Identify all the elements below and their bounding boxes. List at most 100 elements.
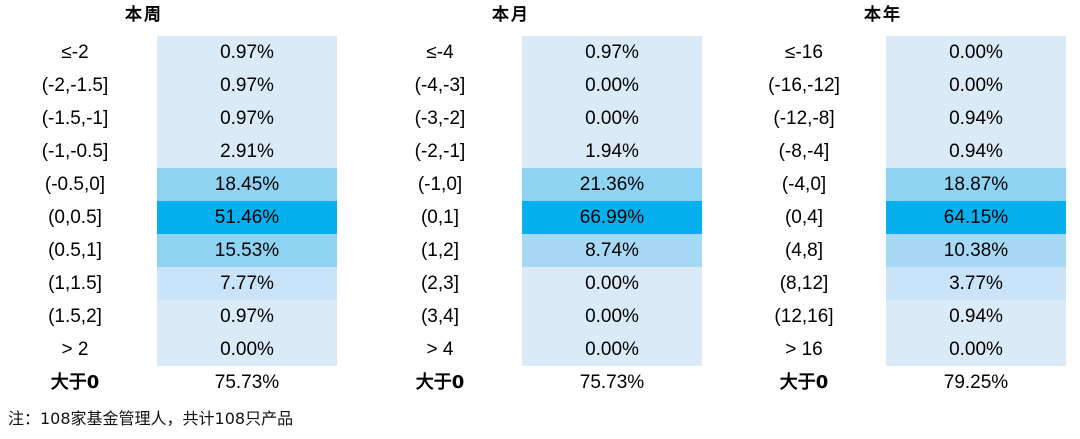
share-value-cell: 18.45% <box>157 168 337 201</box>
table-row: (1,2] 8.74% <box>365 234 725 267</box>
share-value-cell: 2.91% <box>157 135 337 168</box>
range-label: (-12,-8] <box>773 108 835 129</box>
summary-row: 大于0 75.73% <box>0 366 360 399</box>
table-row: (-4,0] 18.87% <box>729 168 1080 201</box>
range-label: (3,4] <box>420 306 460 327</box>
share-value-cell: 3.77% <box>886 267 1066 300</box>
range-label: (-16,-12] <box>768 75 840 96</box>
table-row: (8,12] 3.77% <box>729 267 1080 300</box>
table-row: (0,4] 64.15% <box>729 201 1080 234</box>
range-label: (1,1.5] <box>48 273 102 294</box>
table-row: > 4 0.00% <box>365 333 725 366</box>
range-label: (2,3] <box>420 273 460 294</box>
range-label: ≤-4 <box>426 42 454 63</box>
range-label: > 2 <box>61 339 89 360</box>
table-row: (0.5,1] 15.53% <box>0 234 360 267</box>
summary-row: 大于0 75.73% <box>365 366 725 399</box>
range-label: (-0.5,0] <box>44 174 106 195</box>
range-label: (-4,0] <box>781 174 827 195</box>
range-label: ≤-2 <box>61 42 89 63</box>
share-value-cell: 0.00% <box>522 300 702 333</box>
table-row: (-12,-8] 0.94% <box>729 102 1080 135</box>
summary-value: 75.73% <box>214 372 280 393</box>
share-value-cell: 15.53% <box>157 234 337 267</box>
summary-label: 大于0 <box>779 372 829 393</box>
table-row: > 2 0.00% <box>0 333 360 366</box>
table-row: (-8,-4] 0.94% <box>729 135 1080 168</box>
table-row: (-0.5,0] 18.45% <box>0 168 360 201</box>
table-row: (4,8] 10.38% <box>729 234 1080 267</box>
share-value-cell: 0.00% <box>886 36 1066 69</box>
range-label: > 16 <box>785 339 823 360</box>
share-value-cell: 51.46% <box>157 201 337 234</box>
share-value-cell: 0.97% <box>157 102 337 135</box>
table-row: (12,16] 0.94% <box>729 300 1080 333</box>
table-row: ≤-4 0.97% <box>365 36 725 69</box>
panel-title: 本年 <box>864 5 902 25</box>
range-label: (-2,-1.5] <box>41 75 109 96</box>
range-label: (4,8] <box>784 240 824 261</box>
panel-title: 本月 <box>492 5 530 25</box>
share-value-cell: 8.74% <box>522 234 702 267</box>
summary-label: 大于0 <box>50 372 100 393</box>
summary-label: 大于0 <box>415 372 465 393</box>
range-label: (1,2] <box>420 240 460 261</box>
share-value-cell: 0.00% <box>522 267 702 300</box>
table-row: (0,1] 66.99% <box>365 201 725 234</box>
range-label: > 4 <box>426 339 454 360</box>
range-label: (12,16] <box>774 306 834 327</box>
share-value-cell: 0.97% <box>157 69 337 102</box>
range-label: (-1,0] <box>417 174 463 195</box>
share-value-cell: 0.97% <box>522 36 702 69</box>
share-value-cell: 0.94% <box>886 102 1066 135</box>
table-row: ≤-16 0.00% <box>729 36 1080 69</box>
summary-value: 79.25% <box>943 372 1009 393</box>
footnote: 注：108家基金管理人，共计108只产品 <box>8 409 294 428</box>
summary-row: 大于0 79.25% <box>729 366 1080 399</box>
range-label: (0,0.5] <box>48 207 102 228</box>
panel-title: 本周 <box>125 5 163 25</box>
table-row: (1.5,2] 0.97% <box>0 300 360 333</box>
range-label: ≤-16 <box>785 42 823 63</box>
share-value-cell: 0.97% <box>157 36 337 69</box>
table-row: (2,3] 0.00% <box>365 267 725 300</box>
table-row: (-4,-3] 0.00% <box>365 69 725 102</box>
share-value-cell: 0.00% <box>522 333 702 366</box>
share-value-cell: 0.00% <box>886 69 1066 102</box>
table-row: (-2,-1.5] 0.97% <box>0 69 360 102</box>
share-value-cell: 1.94% <box>522 135 702 168</box>
share-value-cell: 18.87% <box>886 168 1066 201</box>
share-value-cell: 0.94% <box>886 300 1066 333</box>
table-row: (-1.5,-1] 0.97% <box>0 102 360 135</box>
range-label: (0,1] <box>420 207 460 228</box>
table-panel-2: 本月 ≤-4 0.97% (-4,-3] 0.00% (-3,-2] 0.00% (-2,-1… <box>365 0 725 400</box>
table-row: (-3,-2] 0.00% <box>365 102 725 135</box>
range-label: (-1,-0.5] <box>41 141 109 162</box>
range-label: (-3,-2] <box>414 108 466 129</box>
summary-value: 75.73% <box>579 372 645 393</box>
table-row: > 16 0.00% <box>729 333 1080 366</box>
share-value-cell: 0.00% <box>157 333 337 366</box>
share-value-cell: 0.94% <box>886 135 1066 168</box>
range-label: (1.5,2] <box>48 306 102 327</box>
table-row: (-2,-1] 1.94% <box>365 135 725 168</box>
table-row: (3,4] 0.00% <box>365 300 725 333</box>
share-value-cell: 0.97% <box>157 300 337 333</box>
share-value-cell: 66.99% <box>522 201 702 234</box>
share-value-cell: 7.77% <box>157 267 337 300</box>
table-row: (-1,0] 21.36% <box>365 168 725 201</box>
range-label: (-8,-4] <box>778 141 830 162</box>
range-label: (-1.5,-1] <box>41 108 109 129</box>
table-panel-1: 本周 ≤-2 0.97% (-2,-1.5] 0.97% (-1.5,-1] 0.97% (-… <box>0 0 360 400</box>
share-value-cell: 10.38% <box>886 234 1066 267</box>
range-label: (-4,-3] <box>414 75 466 96</box>
table-row: (-1,-0.5] 2.91% <box>0 135 360 168</box>
share-value-cell: 21.36% <box>522 168 702 201</box>
range-label: (-2,-1] <box>414 141 466 162</box>
range-label: (0.5,1] <box>48 240 102 261</box>
share-value-cell: 64.15% <box>886 201 1066 234</box>
table-row: (0,0.5] 51.46% <box>0 201 360 234</box>
table-row: (1,1.5] 7.77% <box>0 267 360 300</box>
share-value-cell: 0.00% <box>522 102 702 135</box>
table-row: (-16,-12] 0.00% <box>729 69 1080 102</box>
